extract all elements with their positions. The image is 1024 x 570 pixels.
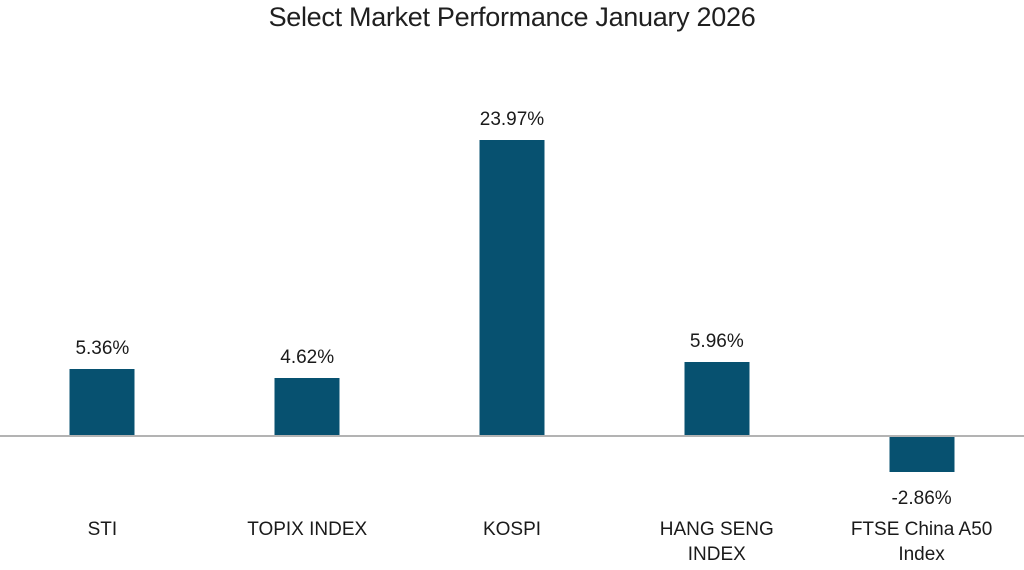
category-label-text: KOSPI [482,519,542,540]
category-label: FTSE China A50 Index [819,517,1024,567]
bar-column: 5.96% HANG SENG INDEX [614,0,819,570]
category-label: KOSPI [410,517,615,542]
bar [479,140,545,435]
value-label: -2.86% [891,488,952,510]
value-label: 5.96% [689,330,744,352]
bar-column: 5.36% STI [0,0,205,570]
value-label: 4.62% [280,347,335,369]
value-label: 23.97% [479,109,545,131]
category-label-text: TOPIX INDEX [247,519,368,540]
bar [684,361,750,435]
bar-column: 23.97% KOSPI [410,0,615,570]
category-label-text: STI [87,519,118,540]
category-label-text: HANG SENG INDEX [659,519,774,565]
bar-column: -2.86% FTSE China A50 Index [819,0,1024,570]
x-axis-line [0,435,1024,437]
category-label: HANG SENG INDEX [614,517,819,567]
category-label: STI [0,517,205,542]
bar-column: 4.62% TOPIX INDEX [205,0,410,570]
bar [69,369,135,435]
bar [274,378,340,435]
category-label-text: FTSE China A50 Index [850,519,993,565]
value-label: 5.36% [75,338,130,360]
chart-title: Select Market Performance January 2026 [268,2,756,32]
bar [889,437,955,473]
category-label: TOPIX INDEX [205,517,410,542]
